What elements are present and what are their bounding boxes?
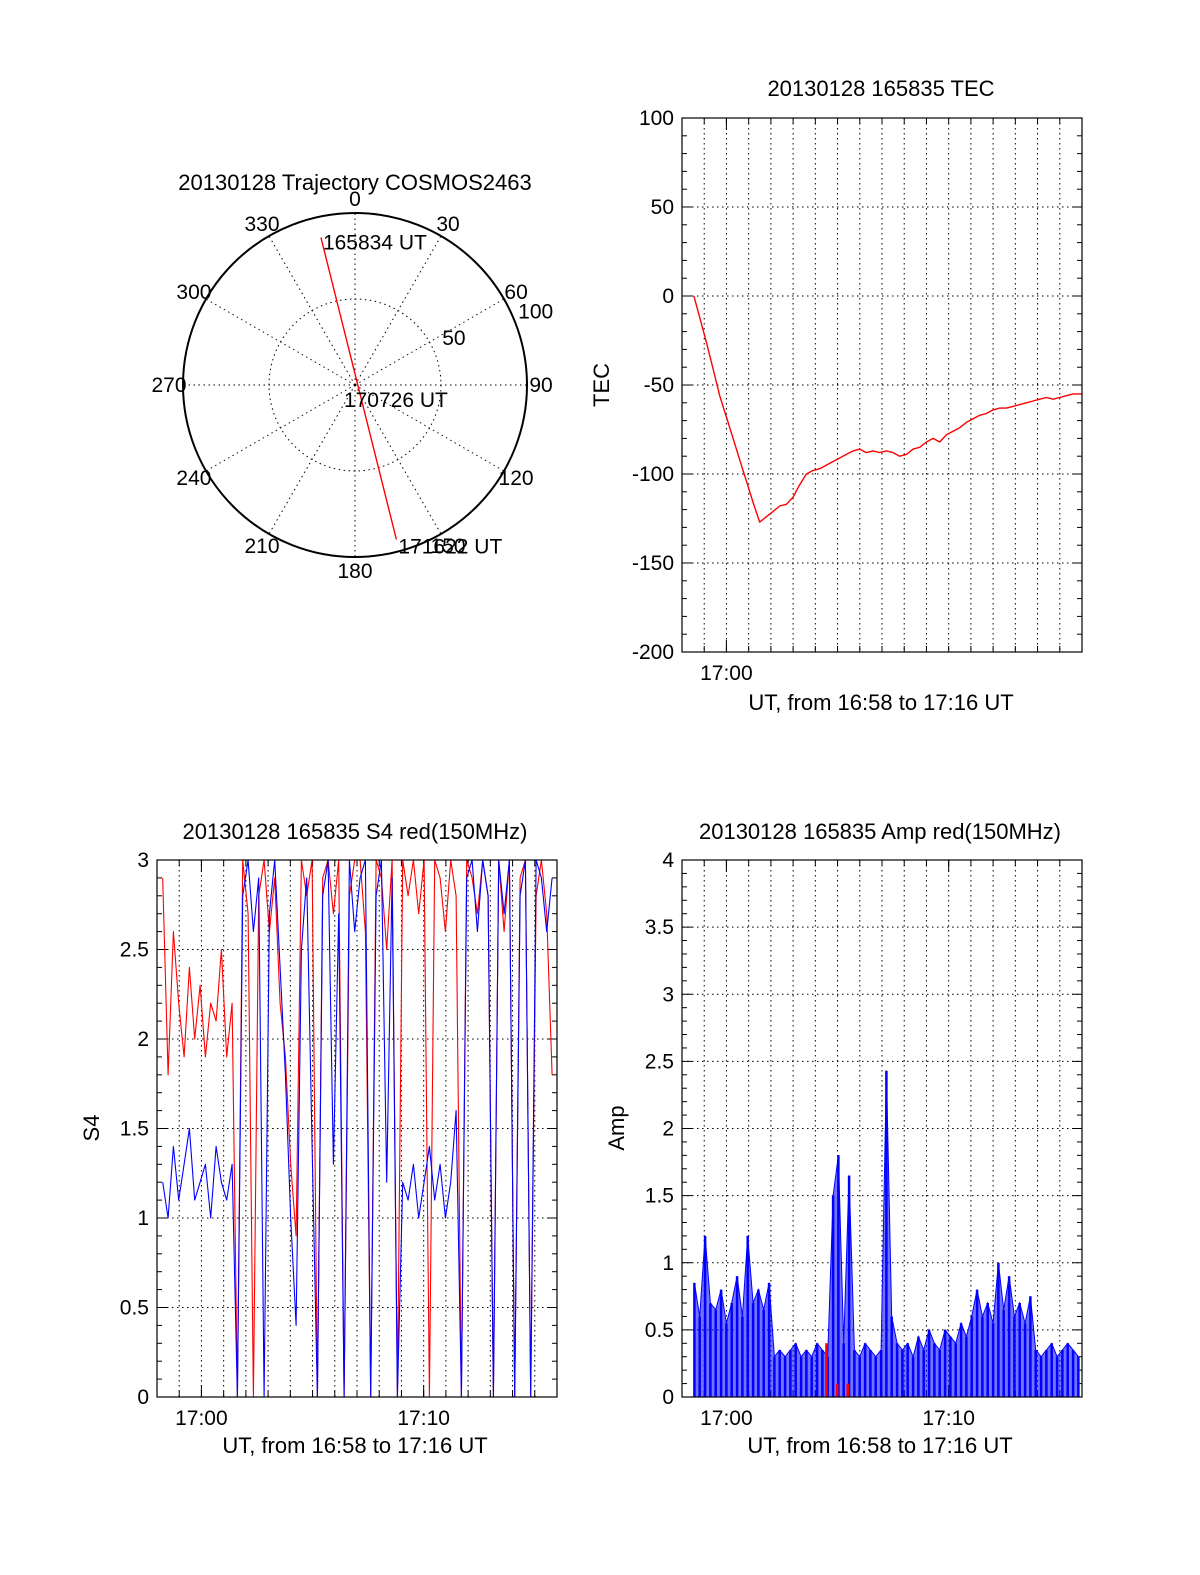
polar-angle-label: 270 xyxy=(151,374,186,397)
polar-angle-label: 0 xyxy=(349,188,361,211)
polar-angle-label: 120 xyxy=(499,467,534,490)
y-tick-label: 2.5 xyxy=(645,1050,674,1073)
y-tick-label: 100 xyxy=(639,107,674,130)
y-tick-label: 50 xyxy=(651,196,674,219)
y-tick-label: 2.5 xyxy=(120,939,149,962)
polar-angle-labels: 0 30 60 90 120 150 180 210 240 270 300 330 xyxy=(151,188,552,583)
y-tick-label: 0.5 xyxy=(645,1319,674,1342)
series-group xyxy=(693,1070,1080,1397)
s4-ylabel: S4 xyxy=(79,1115,104,1142)
tec-title: 20130128 165835 TEC xyxy=(767,76,994,101)
polar-angle-label: 90 xyxy=(529,374,552,397)
polar-spoke xyxy=(354,384,505,472)
tec-panel: 20130128 165835 TEC UT, from 16:58 to 17… xyxy=(589,76,1083,715)
series-area xyxy=(693,1070,1079,1397)
s4-title: 20130128 165835 S4 red(150MHz) xyxy=(183,819,528,844)
polar-trajectory: 165834 UT 170726 UT 171622 UT xyxy=(320,232,502,559)
trajectory-time-label: 171622 UT xyxy=(398,536,502,559)
plot-frame xyxy=(681,117,1083,653)
y-tick-label: 0.5 xyxy=(120,1297,149,1320)
y-tick-label: 3 xyxy=(137,849,149,872)
y-tick-label: 2 xyxy=(137,1028,149,1051)
polar-radial-labels: 50 100 xyxy=(442,300,553,350)
amp-ylabel: Amp xyxy=(604,1105,629,1150)
y-tick-label: 2 xyxy=(662,1118,674,1141)
series-group xyxy=(693,295,1082,523)
y-tick-label: -50 xyxy=(644,374,674,397)
polar-outer-circle xyxy=(182,212,528,558)
polar-grid xyxy=(182,212,528,558)
y-tick-label: 3.5 xyxy=(645,916,674,939)
polar-spoke xyxy=(205,298,356,386)
y-tick-label: 4 xyxy=(662,849,674,872)
y-tick-label: 1 xyxy=(137,1207,149,1230)
amp-title: 20130128 165835 Amp red(150MHz) xyxy=(699,819,1061,844)
polar-angle-label: 30 xyxy=(436,213,459,236)
polar-angle-label: 210 xyxy=(244,535,279,558)
polar-spoke xyxy=(205,384,356,472)
plot-frame xyxy=(156,859,558,1398)
amp-xlabel: UT, from 16:58 to 17:16 UT xyxy=(747,1433,1012,1458)
polar-spoke xyxy=(354,235,442,386)
polar-angle-label: 150 xyxy=(430,535,465,558)
trajectory-polar-panel: 20130128 Trajectory COSMOS2463 0 30 60 90 12… xyxy=(151,170,553,583)
y-tick-label: -100 xyxy=(632,463,674,486)
y-tick-label: 1.5 xyxy=(645,1185,674,1208)
trajectory-time-label: 165834 UT xyxy=(323,232,427,255)
y-tick-label: 1 xyxy=(662,1252,674,1275)
s4-plot-area: 0 0.5 1 1.5 2 2.5 3 17:00 17:10 xyxy=(120,849,558,1430)
polar-radial-label: 50 xyxy=(442,327,465,350)
y-tick-label: -200 xyxy=(632,641,674,664)
y-tick-label: -150 xyxy=(632,552,674,575)
series-line xyxy=(162,860,553,1397)
polar-angle-label: 330 xyxy=(244,213,279,236)
polar-spoke xyxy=(268,235,356,386)
y-tick-label: 3 xyxy=(662,983,674,1006)
series-line xyxy=(693,295,1082,523)
s4-xlabel: UT, from 16:58 to 17:16 UT xyxy=(222,1433,487,1458)
amp-panel: 20130128 165835 Amp red(150MHz) UT, from… xyxy=(604,819,1083,1458)
y-tick-label: 0 xyxy=(137,1386,149,1409)
s4-panel: 20130128 165835 S4 red(150MHz) UT, from … xyxy=(79,819,558,1458)
y-tick-label: 0 xyxy=(662,285,674,308)
tec-plot-area: 100 50 0 -50 -100 -150 -200 17:00 xyxy=(632,107,1083,685)
polar-spoke xyxy=(354,298,505,386)
polar-title: 20130128 Trajectory COSMOS2463 xyxy=(178,170,531,195)
polar-radial-label: 100 xyxy=(518,300,553,323)
polar-angle-label: 180 xyxy=(337,560,372,583)
x-tick-label: 17:00 xyxy=(700,1407,753,1430)
series-stems xyxy=(825,1343,849,1397)
x-tick-label: 17:00 xyxy=(700,662,753,685)
polar-spoke xyxy=(268,384,356,535)
series-group xyxy=(162,860,553,1397)
polar-spoke xyxy=(354,384,442,535)
x-tick-label: 17:10 xyxy=(397,1407,450,1430)
y-tick-label: 0 xyxy=(662,1386,674,1409)
tec-xlabel: UT, from 16:58 to 17:16 UT xyxy=(748,690,1013,715)
y-tick-label: 1.5 xyxy=(120,1118,149,1141)
polar-angle-label: 240 xyxy=(176,467,211,490)
x-tick-label: 17:10 xyxy=(922,1407,975,1430)
amp-plot-area: 0 0.5 1 1.5 2 2.5 3 3.5 4 17:00 17:10 xyxy=(645,849,1083,1430)
x-tick-label: 17:00 xyxy=(175,1407,228,1430)
plot-frame xyxy=(681,859,1083,1398)
trajectory-line xyxy=(320,237,398,540)
tec-ylabel: TEC xyxy=(589,363,614,407)
polar-angle-label: 60 xyxy=(504,281,527,304)
trajectory-time-label: 170726 UT xyxy=(344,389,448,412)
polar-angle-label: 300 xyxy=(176,281,211,304)
